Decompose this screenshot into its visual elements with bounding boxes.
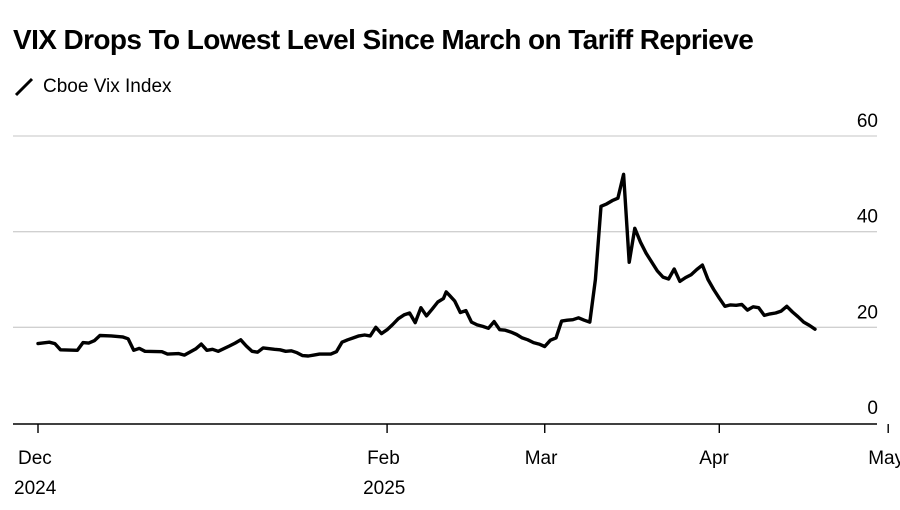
x-tick-label-may: May xyxy=(868,448,900,469)
legend-line-icon xyxy=(14,77,34,97)
x-tick-sublabel-feb: 2025 xyxy=(363,478,405,499)
legend: Cboe Vix Index xyxy=(14,76,172,98)
chart-title: VIX Drops To Lowest Level Since March on… xyxy=(13,24,754,55)
x-tick-label-feb: Feb xyxy=(367,448,400,469)
x-tick-label-mar: Mar xyxy=(525,448,558,469)
y-tick-label-40: 40 xyxy=(857,207,878,228)
y-tick-label-0: 0 xyxy=(867,398,878,419)
x-tick-sublabel-dec: 2024 xyxy=(14,478,57,499)
x-tick-label-dec: Dec xyxy=(18,448,52,469)
x-tick-label-apr: Apr xyxy=(699,448,729,469)
y-tick-label-20: 20 xyxy=(857,302,878,323)
legend-label: Cboe Vix Index xyxy=(43,76,172,97)
series-line-vix xyxy=(36,172,817,358)
y-tick-label-60: 60 xyxy=(857,111,878,132)
